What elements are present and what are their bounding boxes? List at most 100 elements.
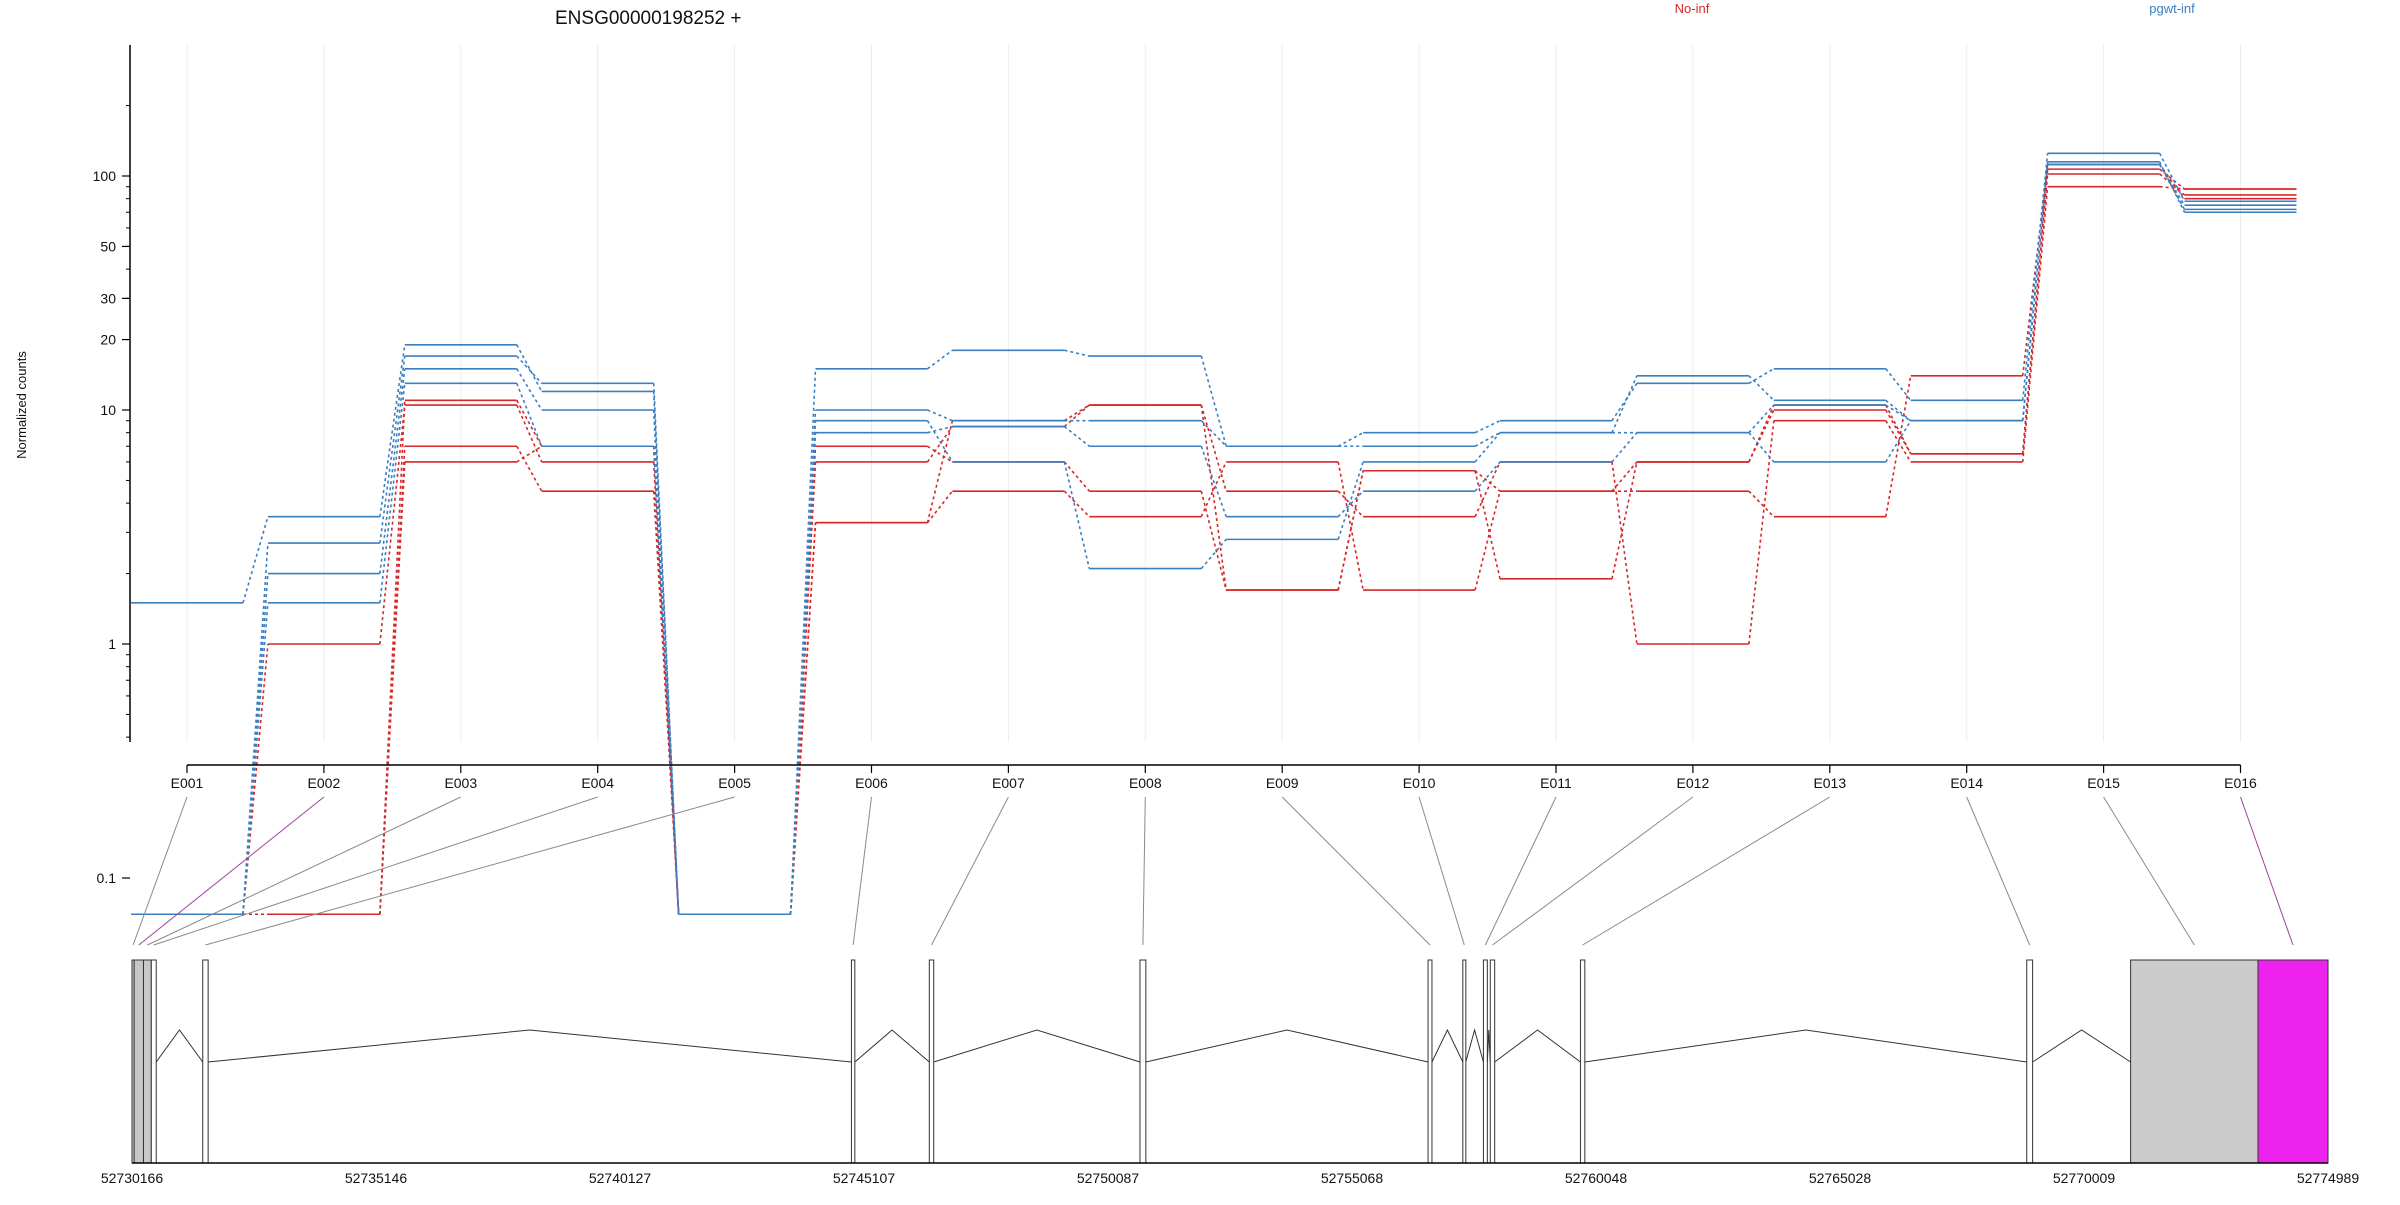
exon-box-e016 [2257, 959, 2329, 1164]
exon-connector-e004 [153, 796, 598, 946]
exon-connector-e003 [147, 796, 462, 946]
series-connector [927, 425, 953, 434]
y-tick-label: 0.1 [97, 870, 117, 886]
series-connector [379, 355, 406, 544]
series-connector [926, 420, 954, 463]
series-connector [789, 420, 817, 915]
series-connector [2021, 153, 2049, 401]
y-tick-label: 30 [100, 290, 116, 306]
x-tick-label-e002: E002 [308, 775, 341, 791]
series-connector [379, 404, 406, 645]
series-connector [1611, 461, 1638, 492]
intron-line [1584, 1029, 2027, 1063]
y-axis-label: Normalized counts [14, 351, 29, 459]
exon-connector-e002 [138, 796, 325, 946]
series-pgwt-inf-4 [131, 152, 2297, 916]
x-tick-label-e009: E009 [1266, 775, 1299, 791]
series-connector [652, 446, 680, 915]
series-connector [1337, 431, 1364, 447]
intron-line [1145, 1029, 1429, 1063]
series-connector [379, 383, 406, 603]
x-tick-label-e014: E014 [1950, 775, 1983, 791]
exon-connector-e014 [1966, 796, 2031, 946]
x-tick-label-e016: E016 [2224, 775, 2257, 791]
series-no-inf-3 [131, 185, 2297, 916]
series-connector [1200, 461, 1227, 518]
x-tick-label-e013: E013 [1813, 775, 1846, 791]
series-connector [1748, 375, 1775, 401]
series-connector [516, 404, 543, 463]
series-connector [926, 426, 954, 463]
series-connector [1337, 461, 1364, 591]
series-connector [1337, 470, 1364, 591]
exon-box-e006 [850, 959, 856, 1164]
genomic-coordinate-label: 52774989 [2297, 1170, 2360, 1186]
intron-line [155, 1029, 204, 1063]
y-tick-label: 50 [100, 238, 116, 254]
series-connector [1885, 368, 1912, 401]
legend-pgwt-inf: pgwt-inf [2149, 1, 2195, 16]
grid-layer [186, 45, 2241, 742]
series-connector [927, 349, 953, 370]
x-tick-label-e012: E012 [1677, 775, 1710, 791]
y-tick-label: 20 [100, 332, 116, 348]
series-layer [131, 152, 2297, 916]
series-connector [1063, 425, 1090, 447]
exon-connector-e001 [132, 796, 188, 946]
series-connector [2159, 168, 2185, 190]
series-connector [1474, 461, 1501, 492]
exon-connector-e006 [852, 796, 872, 946]
y-tick-label: 1 [108, 636, 116, 652]
series-connector [1200, 538, 1227, 570]
x-tick-label-e015: E015 [2087, 775, 2120, 791]
series-connector [2158, 164, 2186, 210]
x-tick-label-e006: E006 [855, 775, 888, 791]
series-no-inf-0 [131, 168, 2297, 916]
x-tick-label-e005: E005 [718, 775, 751, 791]
exon-connector-e005 [205, 796, 735, 946]
series-connector [1200, 404, 1227, 492]
series-connector [1748, 432, 1775, 463]
series-connector [652, 383, 680, 915]
series-connector [1885, 404, 1912, 422]
series-connector [516, 355, 543, 384]
exon-connector-e012 [1492, 796, 1694, 946]
exon-box-e015 [2130, 959, 2259, 1164]
y-tick-label: 100 [93, 168, 117, 184]
gene-model: 52730166 52735146 52740127 52745107 52750087… [101, 796, 2360, 1186]
series-connector [789, 522, 817, 915]
x-tick-label-e003: E003 [444, 775, 477, 791]
x-tick-label-e010: E010 [1403, 775, 1436, 791]
series-connector [789, 368, 817, 915]
exon-connector-e007 [931, 796, 1009, 946]
x-tick-label-e011: E011 [1540, 775, 1572, 791]
exon-box-e005 [202, 959, 209, 1164]
exon-connector-e015 [2103, 796, 2195, 946]
intron-line [1494, 1029, 1581, 1063]
genomic-coordinate-label: 52745107 [833, 1170, 896, 1186]
exon-box-e011 [1482, 959, 1488, 1164]
series-connector [652, 491, 680, 915]
series-connector [379, 368, 406, 574]
series-connector [1611, 382, 1638, 422]
series-connector [1200, 404, 1227, 591]
series-connector [516, 344, 543, 392]
intron-line [1465, 1028, 1484, 1063]
series-connector [1063, 461, 1090, 492]
legend-no-inf: No-inf [1675, 1, 1710, 16]
series-connector [379, 344, 406, 517]
series-connector [2021, 161, 2049, 421]
intron-line [2032, 1029, 2131, 1063]
series-connector [242, 602, 269, 915]
series-connector [516, 383, 543, 447]
exon-connector-e010 [1418, 796, 1465, 946]
exon-box-e013 [1579, 959, 1586, 1164]
series-connector [1474, 432, 1501, 463]
series-connector [1474, 431, 1501, 447]
series-connector [1748, 368, 1775, 385]
exon-box-e004 [150, 959, 157, 1164]
series-connector [1063, 490, 1090, 518]
series-connector [1063, 461, 1091, 569]
